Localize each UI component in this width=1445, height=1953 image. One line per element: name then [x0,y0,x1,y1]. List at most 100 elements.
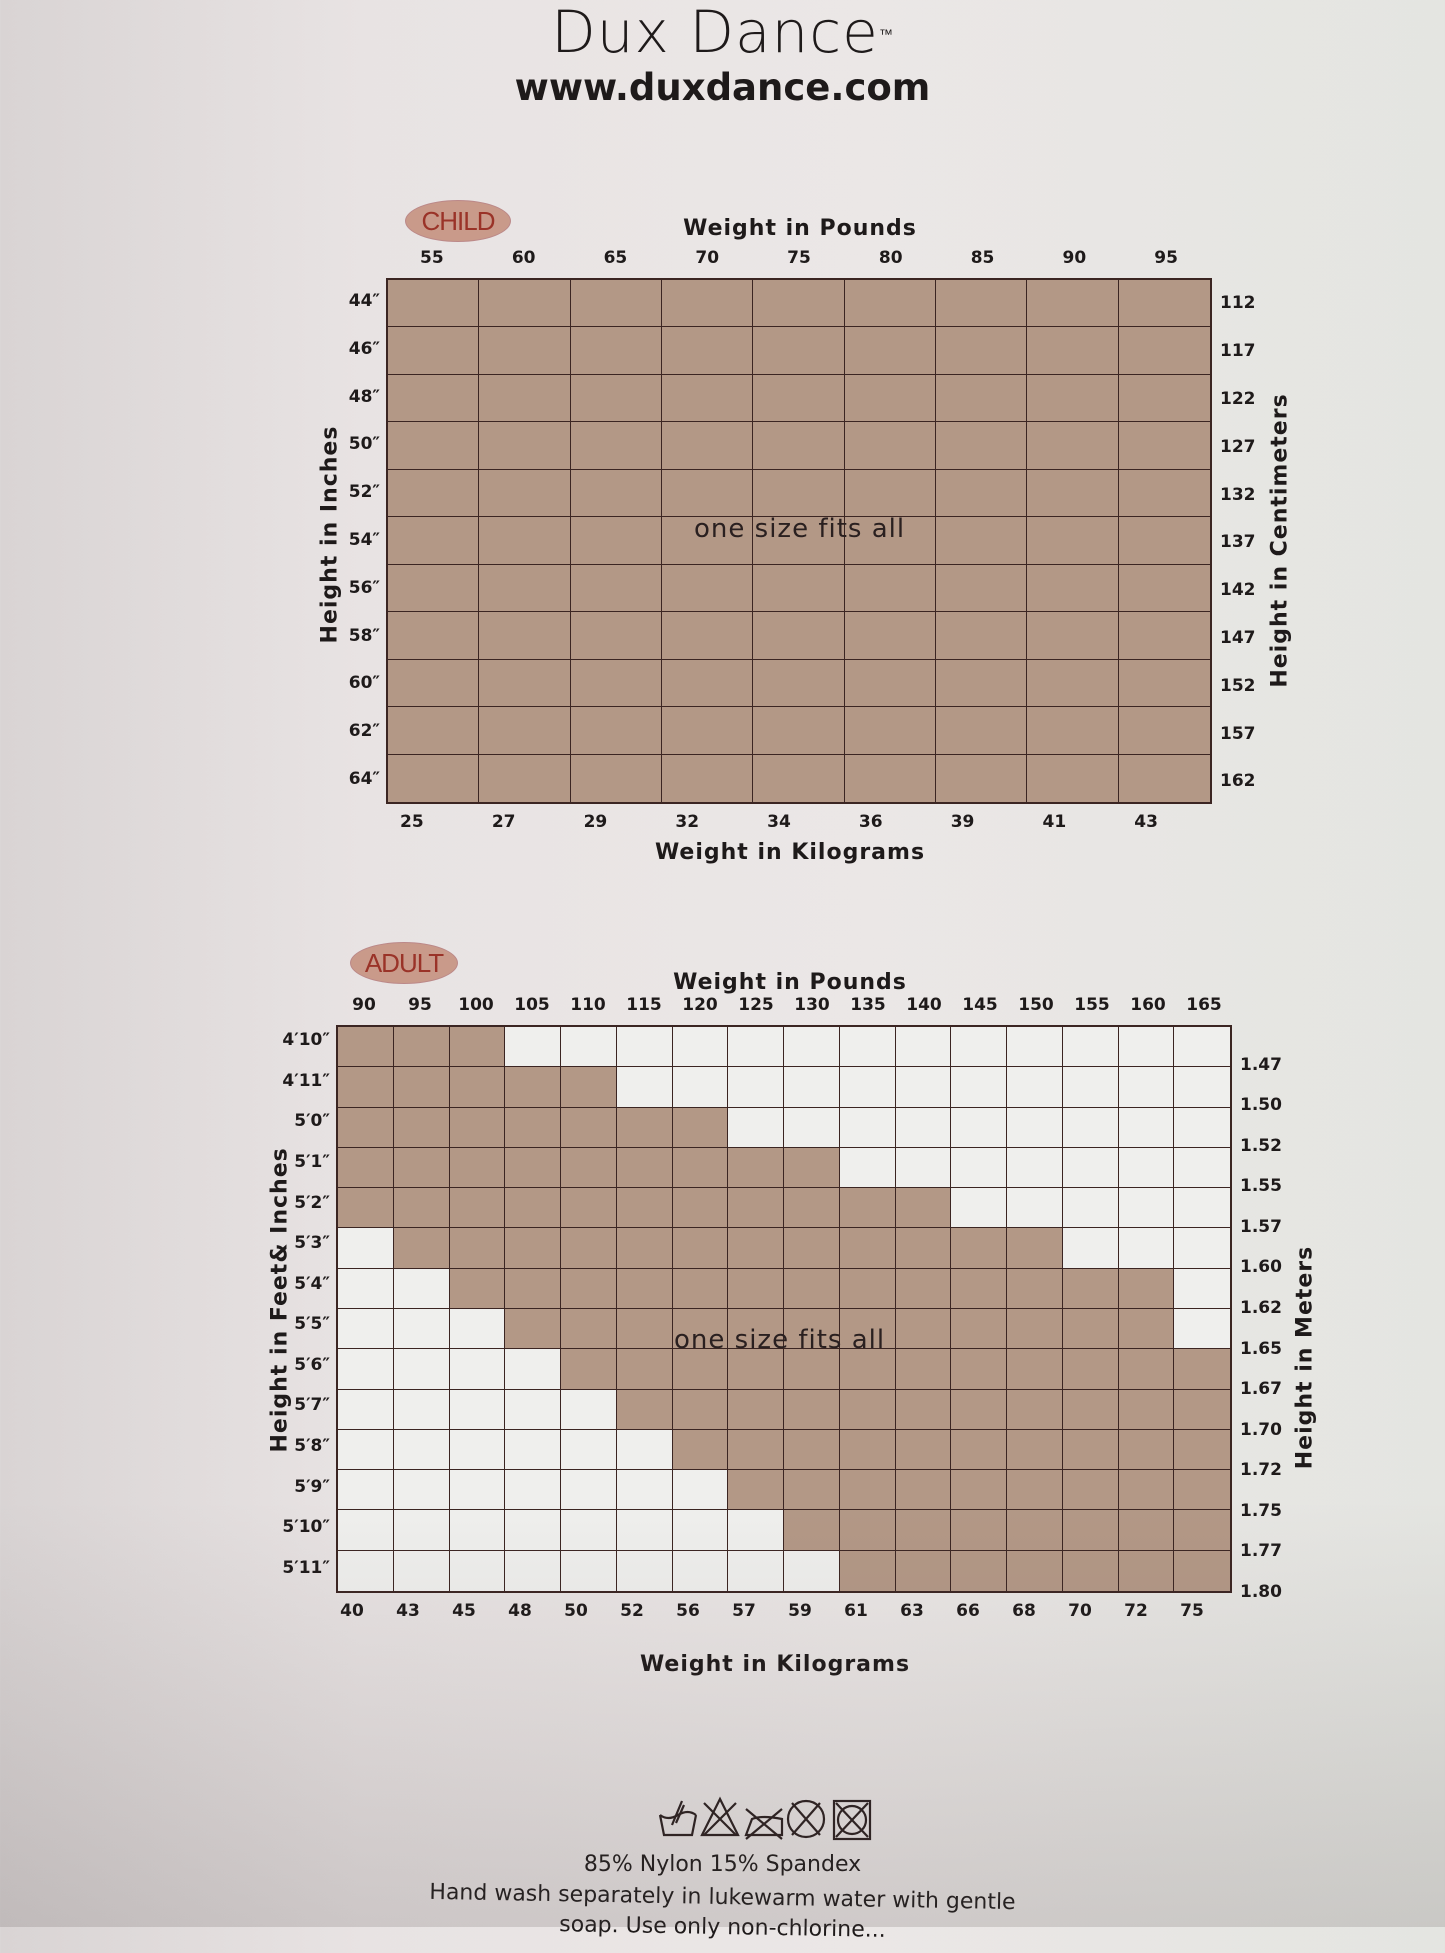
fit-cell [672,1429,729,1471]
fit-cell [479,707,571,755]
height-metric-tick: 122 [1220,388,1256,409]
fit-cell [338,1147,394,1189]
fit-cell [1118,1268,1175,1309]
height-metric-tick: 1.57 [1240,1216,1282,1237]
no-fit-cell [784,1027,840,1068]
fit-cell [784,1268,840,1309]
fit-cell [1174,1349,1230,1390]
fit-cell [839,1349,896,1390]
fit-cell [844,707,936,755]
no-fit-cell [728,1067,784,1108]
fit-cell [895,1429,952,1471]
kilograms-tick: 41 [1042,812,1067,832]
fit-cell [951,1308,1007,1350]
height-metric-tick: 1.77 [1240,1541,1282,1562]
fit-cell [1007,1268,1063,1309]
fit-cell [1118,422,1210,470]
fit-cell [672,1268,729,1309]
fit-cell [449,1268,506,1309]
fit-cell [1007,1349,1063,1390]
height-tick: 60″ [348,673,380,694]
no-fit-cell [616,1429,673,1471]
no-fit-cell [951,1067,1007,1108]
no-fit-cell [505,1470,561,1511]
fit-cell [936,612,1028,660]
pounds-tick: 160 [1130,995,1166,1015]
fit-cell [784,1429,840,1471]
pounds-tick: 95 [408,995,432,1015]
fit-cell [1118,1550,1175,1591]
no-fit-cell [505,1349,561,1390]
fit-cell [895,1550,952,1591]
fit-cell [662,280,754,328]
fit-cell [570,517,662,565]
fit-cell [1027,280,1119,328]
no-fit-cell [1007,1107,1063,1148]
fit-cell [839,1188,896,1229]
fit-cell [1027,469,1119,518]
fit-cell [388,707,480,755]
child-right-axis-label: Height in Centimeters [1267,393,1293,688]
fit-cell [951,1550,1007,1591]
fit-cell [951,1389,1007,1430]
website-url: www.duxdance.com [514,66,931,109]
no-fit-cell [895,1107,952,1148]
fit-cell [449,1188,506,1229]
fit-cell [570,422,662,470]
fit-cell [784,1308,840,1350]
no-fit-cell [393,1308,450,1350]
fit-cell [753,707,845,755]
fit-cell [393,1067,450,1108]
fit-cell [388,564,480,613]
adult-bottom-axis-label: Weight in Kilograms [639,1652,911,1677]
kilograms-tick: 48 [508,1601,532,1621]
no-fit-cell [839,1067,896,1108]
height-metric-tick: 1.72 [1240,1460,1282,1481]
fit-cell [662,707,754,755]
fit-cell [936,280,1028,328]
fit-cell [1007,1308,1063,1350]
fit-cell [951,1268,1007,1309]
kilograms-tick: 57 [732,1601,756,1621]
fit-cell [388,469,480,518]
child-bottom-axis-label: Weight in Kilograms [654,840,926,865]
height-metric-tick: 1.80 [1240,1582,1282,1602]
no-fit-cell [1062,1188,1119,1229]
fit-cell [479,327,571,375]
fit-cell [1118,564,1210,613]
fit-cell [784,1188,840,1229]
fit-cell [936,469,1028,518]
height-metric-tick: 1.70 [1240,1419,1282,1440]
no-fit-cell [449,1470,506,1511]
no-fit-cell [449,1349,506,1390]
do-not-bleach-icon [700,1796,740,1837]
fit-cell [1027,564,1119,613]
fit-cell [449,1107,506,1148]
height-tick: 46″ [348,338,380,359]
no-fit-cell [449,1389,506,1430]
pounds-tick: 150 [1018,995,1054,1015]
no-fit-cell [951,1188,1007,1229]
fit-cell [570,612,662,660]
fit-cell [338,1107,394,1148]
no-fit-cell [505,1429,561,1471]
kilograms-tick: 56 [676,1601,700,1621]
hand-wash-icon [658,1800,698,1837]
no-fit-cell [1118,1107,1175,1148]
kilograms-tick: 45 [452,1601,476,1621]
height-metric-tick: 1.75 [1240,1500,1282,1521]
fit-cell [753,280,845,328]
no-fit-cell [672,1027,729,1068]
no-fit-cell [338,1510,394,1551]
no-fit-cell [1174,1308,1230,1350]
fit-cell [388,374,480,423]
height-metric-tick: 1.55 [1240,1176,1282,1197]
fit-cell [479,612,571,660]
fit-cell [561,1067,617,1108]
care-icons-svg [658,1796,872,1841]
fit-cell [505,1268,561,1309]
fit-cell [728,1228,784,1269]
fit-cell [728,1268,784,1309]
fit-cell [839,1389,896,1430]
adult-badge: ADULT [350,942,458,984]
